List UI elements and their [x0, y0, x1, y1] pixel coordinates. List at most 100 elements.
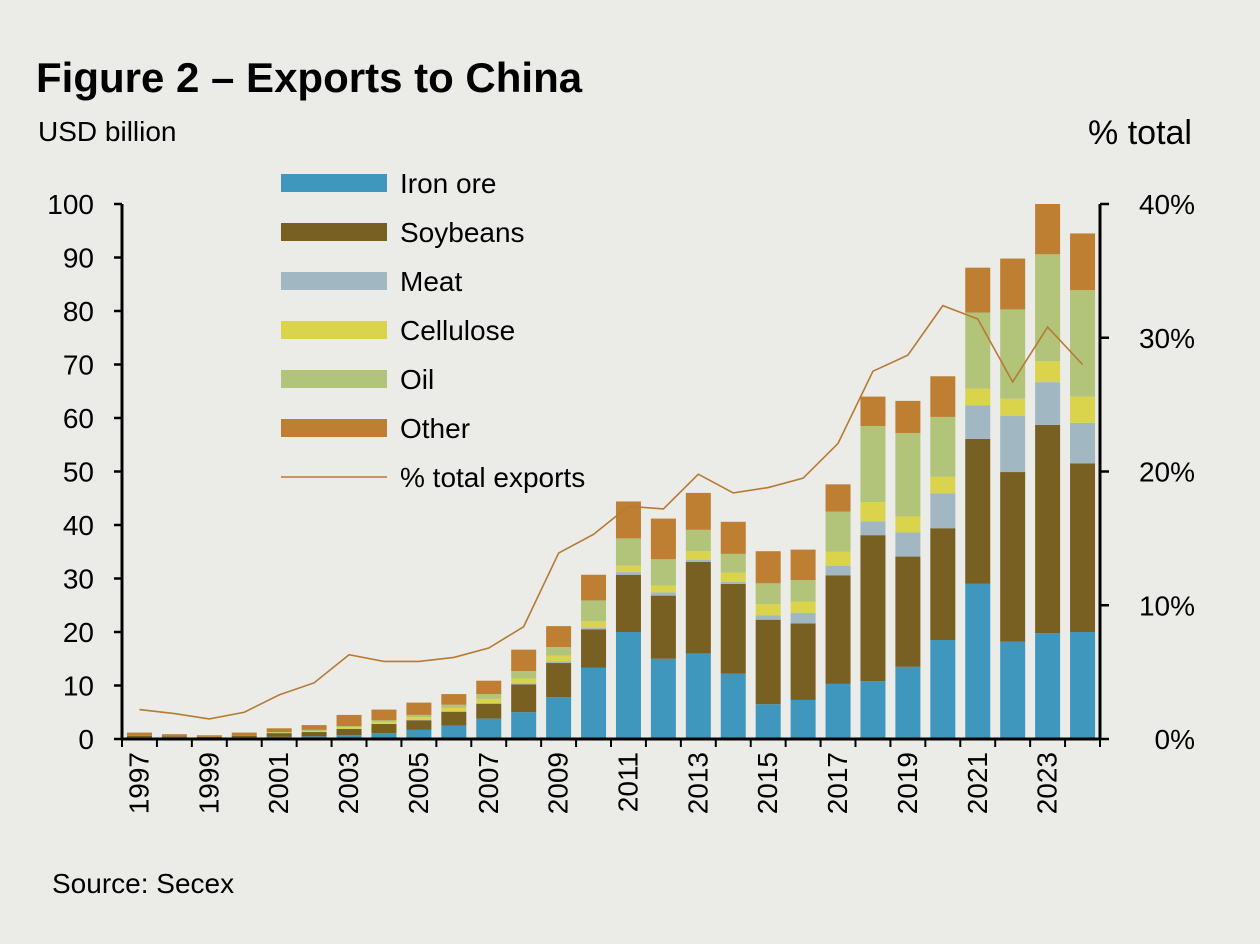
bar-oil-2024	[1070, 290, 1096, 397]
left-tick-label-80: 80	[63, 296, 94, 327]
bar-soybeans-2009	[546, 663, 572, 698]
x-tick-label-2011: 2011	[612, 752, 643, 812]
bar-soybeans-2019	[895, 556, 921, 667]
bar-oil-2016	[790, 580, 816, 602]
bar-soybeans-2024	[1070, 463, 1096, 632]
bar-meat-2011	[615, 572, 641, 575]
legend-label-meat: Meat	[400, 266, 462, 297]
bar-other-2016	[790, 549, 816, 581]
left-tick-label-20: 20	[63, 617, 94, 648]
bar-iron-ore-2023	[1035, 633, 1061, 739]
x-tick-label-2005: 2005	[403, 752, 434, 814]
bar-iron-ore-2010	[581, 667, 607, 739]
bar-other-2002	[301, 725, 327, 730]
bar-soybeans-2015	[755, 619, 781, 705]
bar-cellulose-2004	[371, 721, 397, 725]
bar-other-2018	[860, 396, 886, 427]
left-tick-label-60: 60	[63, 403, 94, 434]
bar-other-2006	[441, 694, 467, 705]
bar-cellulose-2022	[1000, 398, 1026, 416]
bar-soybeans-2016	[790, 623, 816, 700]
x-tick-label-2013: 2013	[682, 752, 713, 814]
bar-iron-ore-2016	[790, 699, 816, 739]
bar-iron-ore-2012	[650, 658, 676, 739]
bar-soybeans-2007	[476, 703, 502, 719]
bar-cellulose-2012	[650, 585, 676, 593]
x-tick-label-2015: 2015	[752, 752, 783, 814]
bar-cellulose-2006	[441, 707, 467, 712]
x-tick-label-2021: 2021	[962, 752, 993, 814]
bar-soybeans-2002	[301, 732, 327, 737]
left-tick-label-90: 90	[63, 243, 94, 274]
right-tick-label-0: 0%	[1155, 724, 1195, 755]
bar-soybeans-2005	[406, 720, 432, 730]
bar-cellulose-2014	[720, 572, 746, 582]
bar-meat-2009	[546, 661, 572, 664]
bar-meat-2005	[406, 719, 432, 721]
bar-iron-ore-2024	[1070, 632, 1096, 739]
bar-soybeans-2018	[860, 535, 886, 682]
bar-iron-ore-2014	[720, 673, 746, 739]
bar-meat-2019	[895, 532, 921, 557]
bar-other-2023	[1035, 204, 1061, 255]
bar-soybeans-2001	[266, 733, 292, 737]
bar-soybeans-2000	[231, 735, 257, 738]
bar-cellulose-2003	[336, 727, 362, 729]
x-tick-label-2003: 2003	[333, 752, 364, 814]
bar-cellulose-2001	[266, 732, 292, 734]
bar-oil-2023	[1035, 254, 1061, 362]
x-tick-label-2019: 2019	[892, 752, 923, 814]
bar-other-2021	[965, 267, 991, 313]
bar-iron-ore-2011	[615, 632, 641, 739]
x-tick-label-2001: 2001	[263, 752, 294, 814]
bar-iron-ore-2019	[895, 666, 921, 739]
bar-meat-2023	[1035, 382, 1061, 425]
x-tick-label-2023: 2023	[1032, 752, 1063, 814]
bar-other-2003	[336, 714, 362, 727]
bar-soybeans-2011	[615, 574, 641, 632]
bar-other-1997	[126, 732, 152, 736]
bar-other-2019	[895, 400, 921, 433]
bar-iron-ore-2004	[371, 733, 397, 739]
legend-swatch-other	[281, 419, 387, 437]
bar-soybeans-1999	[196, 736, 222, 738]
bar-other-2005	[406, 702, 432, 715]
left-tick-label-10: 10	[63, 671, 94, 702]
bar-oil-2012	[650, 559, 676, 586]
bar-oil-2009	[546, 646, 572, 656]
bar-soybeans-1998	[161, 736, 187, 738]
legend-label-iron-ore: Iron ore	[400, 168, 497, 199]
bar-other-2008	[511, 649, 537, 672]
bar-soybeans-2023	[1035, 424, 1061, 634]
bar-soybeans-1997	[126, 735, 152, 738]
bar-meat-2008	[511, 683, 537, 685]
bar-iron-ore-2015	[755, 704, 781, 739]
legend-label-total-exports: % total exports	[400, 462, 585, 493]
x-tick-label-1999: 1999	[193, 752, 224, 814]
right-tick-label-10: 10%	[1139, 590, 1195, 621]
legend-label-oil: Oil	[400, 364, 434, 395]
bar-cellulose-2009	[546, 655, 572, 662]
bar-cellulose-2008	[511, 678, 537, 684]
source-note: Source: Secex	[52, 868, 234, 899]
bar-iron-ore-2018	[860, 681, 886, 739]
bar-oil-2006	[441, 704, 467, 708]
bar-meat-2006	[441, 711, 467, 712]
x-tick-label-1997: 1997	[123, 752, 154, 814]
legend: Iron ore Soybeans Meat Cellulose Oil Other % t…	[281, 168, 585, 493]
bar-other-2015	[755, 551, 781, 584]
bar-other-1999	[196, 735, 222, 737]
bar-cellulose-2013	[685, 551, 711, 560]
x-tick-label-2009: 2009	[543, 752, 574, 814]
line-layer	[139, 304, 1084, 720]
bar-meat-2020	[930, 493, 956, 529]
bar-meat-2010	[581, 627, 607, 630]
bar-cellulose-2020	[930, 476, 956, 494]
bar-meat-2014	[720, 581, 746, 584]
bar-meat-2012	[650, 592, 676, 596]
right-tick-label-20: 20%	[1139, 457, 1195, 488]
bar-oil-2007	[476, 694, 502, 699]
bar-cellulose-2021	[965, 388, 991, 406]
bar-soybeans-2021	[965, 438, 991, 584]
bar-oil-2004	[371, 720, 397, 722]
